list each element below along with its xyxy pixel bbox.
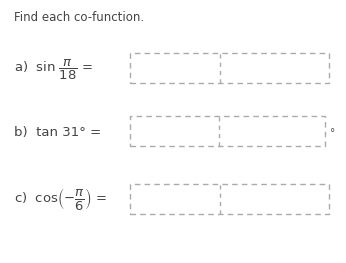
Text: b)  tan 31° =: b) tan 31° = [14,126,101,139]
Text: °: ° [330,128,336,138]
Bar [130,116,325,146]
Text: c)  cos$\left(-\dfrac{\pi}{6}\right)$ =: c) cos$\left(-\dfrac{\pi}{6}\right)$ = [14,186,107,211]
Bar [130,184,329,214]
Text: a)  sin $\dfrac{\pi}{18}$ =: a) sin $\dfrac{\pi}{18}$ = [14,58,93,82]
Bar [130,53,329,83]
Text: Find each co-function.: Find each co-function. [14,11,144,23]
